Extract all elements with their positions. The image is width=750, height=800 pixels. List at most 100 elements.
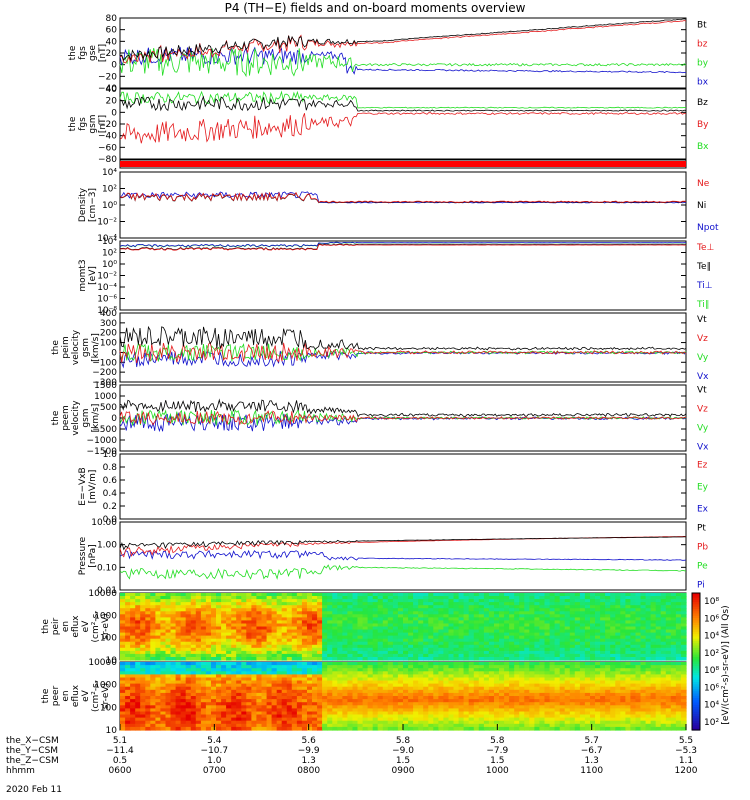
panel-9-spectrogram-cell bbox=[352, 644, 359, 649]
panel-9-spectrogram-cell bbox=[524, 644, 530, 649]
panel-9-spectrogram-cell bbox=[584, 647, 591, 652]
panel-9-spectrogram-cell bbox=[205, 602, 212, 606]
panel-9-spectrogram-cell bbox=[256, 623, 263, 628]
panel-9-spectrogram-cell bbox=[256, 644, 263, 649]
panel-10-spectrogram-cell bbox=[135, 696, 141, 700]
panel-9-spectrogram-cell bbox=[367, 644, 374, 649]
panel-10-spectrogram-cell bbox=[499, 717, 505, 722]
panel-10-spectrogram-cell bbox=[534, 711, 541, 716]
panel-10-spectrogram-cell bbox=[216, 668, 222, 672]
panel-10-spectrogram-cell bbox=[150, 683, 156, 688]
panel-6-ylabel: [km/s] bbox=[91, 404, 101, 433]
panel-10-spectrogram-cell bbox=[387, 671, 394, 675]
panel-9-spectrogram-cell bbox=[564, 611, 571, 615]
panel-10-spectrogram-cell bbox=[488, 683, 495, 688]
panel-10-spectrogram-cell bbox=[569, 705, 576, 709]
panel-9-spectrogram-cell bbox=[170, 635, 177, 640]
panel-9-spectrogram-cell bbox=[342, 635, 349, 640]
panel-9-spectrogram-cell bbox=[130, 632, 136, 637]
panel-10-spectrogram-cell bbox=[519, 668, 525, 672]
panel-1-ytick-label: 20 bbox=[106, 97, 118, 107]
panel-9-spectrogram-cell bbox=[140, 650, 146, 655]
panel-9-spectrogram-cell bbox=[281, 650, 288, 655]
panel-10-spectrogram-cell bbox=[458, 692, 465, 697]
panel-9-spectrogram-cell bbox=[595, 629, 601, 634]
panel-10-spectrogram-cell bbox=[291, 683, 298, 688]
panel-9-spectrogram-cell bbox=[125, 617, 131, 621]
panel-10-spectrogram-cell bbox=[387, 665, 394, 669]
panel-9-spectrogram-cell bbox=[413, 614, 419, 618]
panel-9-spectrogram-cell bbox=[595, 599, 601, 603]
panel-10-spectrogram-cell bbox=[205, 680, 212, 685]
panel-10-spectrogram-cell bbox=[382, 677, 389, 682]
panel-10-spectrogram-cell bbox=[342, 683, 349, 688]
panel-9-spectrogram-cell bbox=[468, 614, 475, 618]
panel-10-spectrogram-cell bbox=[357, 711, 364, 716]
panel-9-spectrogram-cell bbox=[499, 617, 505, 621]
panel-9-spectrogram-cell bbox=[357, 608, 364, 612]
panel-9-spectrogram-cell bbox=[564, 647, 571, 652]
panel-10-spectrogram-cell bbox=[620, 689, 626, 694]
panel-10-spectrogram-cell bbox=[377, 680, 384, 685]
panel-10-spectrogram-cell bbox=[387, 717, 394, 722]
panel-10-spectrogram-cell bbox=[160, 711, 167, 716]
panel-10-spectrogram-cell bbox=[392, 665, 399, 669]
panel-9-spectrogram-cell bbox=[281, 635, 288, 640]
panel-9-spectrogram-cell bbox=[665, 605, 672, 609]
panel-10-spectrogram-cell bbox=[307, 689, 313, 694]
panel-9-spectrogram-cell bbox=[357, 617, 364, 621]
panel-9-spectrogram-cell bbox=[296, 653, 303, 658]
panel-10-spectrogram-cell bbox=[620, 723, 626, 728]
panel-9-spectrogram-cell bbox=[165, 647, 172, 652]
panel-10-spectrogram-cell bbox=[251, 708, 258, 713]
panel-10-spectrogram-cell bbox=[266, 689, 273, 694]
panel-10-spectrogram-cell bbox=[291, 680, 298, 685]
panel-10-spectrogram-cell bbox=[231, 689, 237, 694]
panel-1-ytick-label: −20 bbox=[98, 120, 117, 130]
panel-0-legend-by: by bbox=[697, 59, 709, 69]
panel-9-spectrogram-cell bbox=[125, 638, 131, 643]
panel-10-spectrogram-cell bbox=[514, 726, 520, 731]
panel-9-spectrogram-cell bbox=[680, 617, 687, 621]
panel-9-spectrogram-cell bbox=[569, 641, 576, 646]
panel-10-spectrogram-cell bbox=[433, 717, 439, 722]
panel-10-spectrogram-cell bbox=[342, 668, 349, 672]
panel-10-spectrogram-cell bbox=[130, 680, 136, 685]
panel-9-spectrogram-cell bbox=[620, 617, 626, 621]
panel-10-spectrogram-cell bbox=[271, 711, 278, 716]
panel-9-spectrogram-cell bbox=[428, 617, 434, 621]
panel-10-spectrogram-cell bbox=[185, 686, 192, 691]
panel-10-spectrogram-cell bbox=[494, 671, 500, 675]
panel-9-spectrogram-cell bbox=[120, 617, 126, 621]
panel-9-spectrogram-cell bbox=[221, 653, 227, 658]
panel-10-spectrogram-cell bbox=[221, 708, 227, 713]
panel-9-spectrogram-cell bbox=[428, 599, 434, 603]
panel-10-spectrogram-cell bbox=[387, 708, 394, 713]
panel-10-spectrogram-cell bbox=[246, 702, 252, 706]
panel-9-spectrogram-cell bbox=[347, 626, 354, 631]
panel-10-spectrogram-cell bbox=[579, 662, 586, 666]
panel-10-spectrogram-cell bbox=[478, 717, 485, 722]
panel-10-spectrogram-cell bbox=[200, 677, 207, 682]
panel-7-ylabel: [mV/m] bbox=[88, 470, 98, 504]
panel-9-spectrogram-cell bbox=[524, 635, 530, 640]
panel-9-spectrogram-cell bbox=[140, 635, 146, 640]
panel-10-spectrogram-cell bbox=[408, 696, 414, 700]
panel-10-spectrogram-cell bbox=[529, 708, 535, 713]
panel-10-spectrogram-cell bbox=[514, 692, 520, 697]
panel-10-spectrogram-cell bbox=[246, 689, 252, 694]
panel-9-spectrogram-cell bbox=[529, 608, 535, 612]
panel-9-spectrogram-cell bbox=[650, 635, 657, 640]
panel-10-spectrogram-cell bbox=[504, 711, 510, 716]
panel-9-spectrogram-cell bbox=[160, 632, 167, 637]
panel-10-spectrogram-cell bbox=[155, 671, 162, 675]
panel-10-spectrogram-cell bbox=[438, 677, 445, 682]
panel-10-spectrogram-cell bbox=[595, 692, 601, 697]
panel-9-spectrogram-cell bbox=[408, 623, 414, 628]
panel-9-spectrogram-cell bbox=[509, 599, 515, 603]
panel-10-spectrogram-cell bbox=[494, 708, 500, 713]
panel-9-spectrogram-cell bbox=[185, 623, 192, 628]
panel-9-spectrogram-cell bbox=[231, 623, 237, 628]
panel-10-spectrogram-cell bbox=[448, 677, 455, 682]
panel-9-spectrogram-cell bbox=[120, 635, 126, 640]
